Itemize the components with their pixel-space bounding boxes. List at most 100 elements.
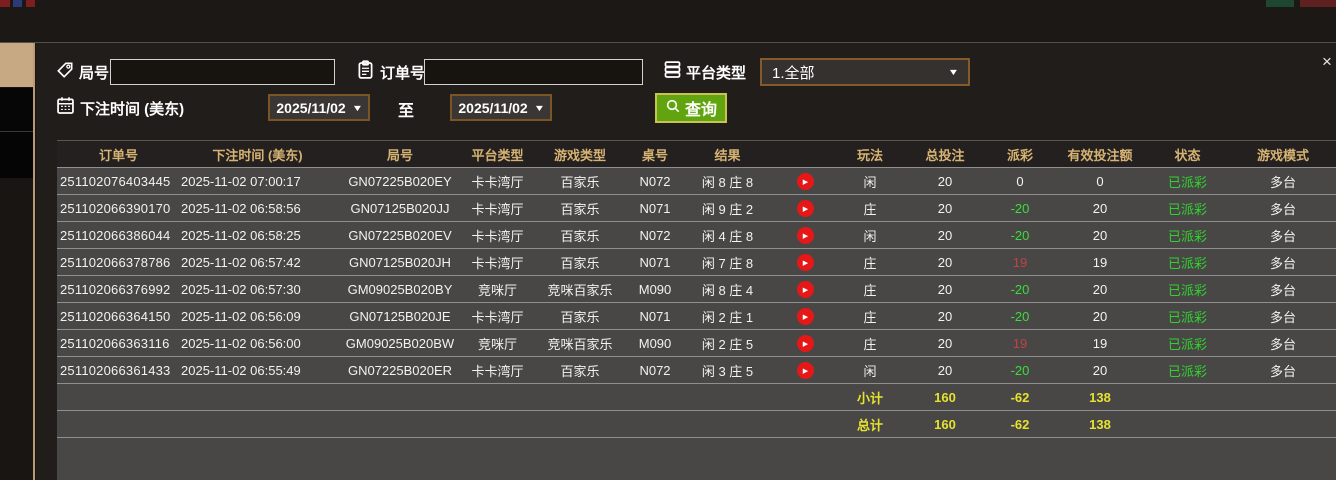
cell-table_no: N072 — [639, 362, 671, 378]
cell-result: 闲 9 庄 2 — [701, 201, 754, 217]
grand-total-row-cell: 160 — [934, 416, 956, 432]
query-button[interactable]: 查询 — [655, 93, 728, 123]
subtotal-row-cell: 小计 — [856, 390, 883, 406]
cell-total_bet: 20 — [937, 335, 953, 351]
chevron-down-icon: ▼ — [947, 67, 960, 77]
platform-type-select[interactable]: 1.全部 ▼ — [760, 58, 970, 86]
close-icon[interactable]: × — [1322, 52, 1332, 71]
cell-round_id: GN07225B020ER — [347, 362, 453, 378]
empty-row — [57, 437, 1336, 480]
cell-bet_time: 2025-11-02 06:56:09 — [181, 308, 301, 324]
play-icon[interactable]: ▶ — [796, 335, 814, 353]
round-no-input[interactable] — [110, 59, 335, 85]
replay-cell: ▶ — [775, 307, 835, 326]
column-header: 结果 — [714, 147, 741, 163]
date-from-picker[interactable]: 2025/11/02 ▼ — [268, 94, 370, 121]
grand-total-row-cell: 138 — [1089, 416, 1111, 432]
cell-status: 已派彩 — [1167, 309, 1207, 325]
date-to-separator: 至 — [398, 103, 415, 120]
cell-bet_time: 2025-11-02 06:58:25 — [181, 227, 301, 243]
cell-table_no: N071 — [639, 254, 671, 270]
cell-game_type: 百家乐 — [560, 174, 600, 190]
round-no-label: 局号 — [79, 65, 110, 82]
cell-game_type: 百家乐 — [560, 228, 600, 244]
cell-status: 已派彩 — [1167, 201, 1207, 217]
column-header: 订单号 — [98, 147, 138, 163]
cell-game_type: 百家乐 — [560, 201, 600, 217]
column-header: 总投注 — [925, 147, 965, 163]
cell-payout: -20 — [1010, 281, 1030, 297]
background-top-strip — [0, 0, 1336, 43]
order-no-input[interactable] — [424, 59, 643, 85]
subtotal-row-cell: 138 — [1089, 389, 1111, 405]
cell-total_bet: 20 — [937, 254, 953, 270]
play-icon[interactable]: ▶ — [796, 200, 814, 218]
cell-table_no: M090 — [638, 281, 672, 297]
search-icon — [665, 98, 681, 119]
column-header: 游戏模式 — [1256, 147, 1309, 163]
column-header: 状态 — [1174, 147, 1201, 163]
cell-status: 已派彩 — [1167, 336, 1207, 352]
subtotal-row-cell: 160 — [934, 389, 956, 405]
cell-bet_on: 庄 — [863, 201, 877, 217]
platform-type-selected: 1.全部 — [772, 64, 815, 82]
cell-mode: 多台 — [1269, 282, 1296, 298]
cell-order_id: 251102066364150 — [60, 308, 171, 324]
play-icon[interactable]: ▶ — [796, 281, 814, 299]
clipboard-icon — [355, 59, 376, 86]
cell-order_id: 251102066376992 — [60, 281, 171, 297]
table-row: 251102076403445 2025-11-02 07:00:17 GN0722… — [57, 167, 1336, 194]
cell-round_id: GM09025B020BY — [347, 281, 453, 297]
cell-order_id: 251102076403445 — [60, 173, 171, 189]
table-row: 251102066390170 2025-11-02 06:58:56 GN0712… — [57, 194, 1336, 221]
cell-platform: 竞咪厅 — [477, 336, 517, 352]
cell-mode: 多台 — [1269, 201, 1296, 217]
cell-table_no: N071 — [639, 308, 671, 324]
cell-status: 已派彩 — [1167, 363, 1207, 379]
chevron-down-icon: ▼ — [533, 102, 545, 113]
cell-bet_on: 庄 — [863, 282, 877, 298]
cell-platform: 卡卡湾厅 — [471, 174, 524, 190]
cell-mode: 多台 — [1269, 255, 1296, 271]
date-to-picker[interactable]: 2025/11/02 ▼ — [450, 94, 552, 121]
cell-total_bet: 20 — [937, 362, 953, 378]
cell-payout: -20 — [1010, 200, 1030, 216]
cell-round_id: GN07125B020JJ — [350, 200, 450, 216]
cell-status: 已派彩 — [1167, 282, 1207, 298]
cell-payout: -20 — [1010, 227, 1030, 243]
column-header: 游戏类型 — [553, 147, 606, 163]
cell-valid_bet: 19 — [1092, 254, 1108, 270]
cell-table_no: M090 — [638, 335, 672, 351]
cell-game_type: 百家乐 — [560, 309, 600, 325]
column-header: 派彩 — [1006, 147, 1033, 163]
cell-bet_on: 庄 — [863, 309, 877, 325]
cell-payout: 19 — [1012, 335, 1028, 351]
replay-cell: ▶ — [775, 280, 835, 299]
cell-valid_bet: 20 — [1092, 227, 1108, 243]
play-icon[interactable]: ▶ — [796, 308, 814, 326]
cell-order_id: 251102066361433 — [60, 362, 171, 378]
cell-result: 闲 3 庄 5 — [701, 363, 754, 379]
cell-result: 闲 8 庄 8 — [701, 174, 754, 190]
cell-result: 闲 2 庄 1 — [701, 309, 754, 325]
cell-platform: 竞咪厅 — [477, 282, 517, 298]
replay-cell: ▶ — [775, 253, 835, 272]
cell-total_bet: 20 — [937, 200, 953, 216]
cell-order_id: 251102066363116 — [60, 335, 170, 351]
background-artifact — [0, 0, 10, 7]
cell-bet_on: 庄 — [863, 336, 877, 352]
cell-total_bet: 20 — [937, 281, 953, 297]
play-icon[interactable]: ▶ — [796, 173, 814, 191]
cell-result: 闲 7 庄 8 — [701, 255, 754, 271]
table-row: 251102066364150 2025-11-02 06:56:09 GN0712… — [57, 302, 1336, 329]
cell-order_id: 251102066378786 — [60, 254, 171, 270]
cell-bet_on: 庄 — [863, 255, 877, 271]
grand-total-row-cell: 总计 — [856, 417, 883, 433]
cell-valid_bet: 20 — [1092, 362, 1108, 378]
background-artifact — [1300, 0, 1336, 7]
play-icon[interactable]: ▶ — [796, 227, 814, 245]
cell-round_id: GN07225B020EV — [348, 227, 452, 243]
play-icon[interactable]: ▶ — [796, 254, 814, 272]
play-icon[interactable]: ▶ — [796, 362, 814, 380]
tag-icon — [55, 60, 75, 85]
